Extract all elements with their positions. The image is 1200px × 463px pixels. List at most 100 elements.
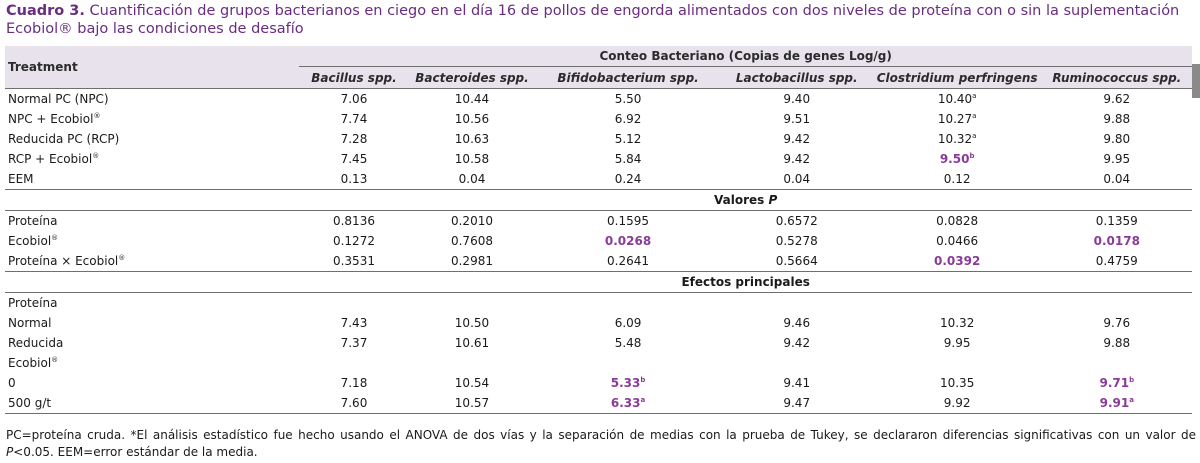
- cell-value: 9.95: [943, 336, 971, 350]
- section-label-italic: P: [768, 193, 778, 207]
- table-cell: 5.12: [535, 129, 720, 149]
- row-label: Proteína: [5, 211, 299, 232]
- table-cell: 0.6572: [721, 211, 873, 232]
- cell-value: 9.42: [783, 152, 811, 166]
- table-cell: [873, 293, 1042, 314]
- section-label: Efectos principales: [681, 275, 810, 289]
- cell-value: 9.92: [943, 396, 971, 410]
- column-header: Lactobacillus spp.: [720, 66, 873, 89]
- row-label-text: RCP + Ecobiol: [8, 152, 93, 166]
- table-cell: [873, 353, 1042, 373]
- table-cell: 9.80: [1042, 129, 1192, 149]
- table-cell: 0.0828: [873, 211, 1042, 232]
- cell-value: 0.1272: [332, 234, 375, 248]
- cell-value: 0.0828: [936, 214, 979, 228]
- table-cell: 7.06: [299, 89, 408, 110]
- bacterial-count-table: Treatment Conteo Bacteriano (Copias de g…: [5, 46, 1192, 414]
- table-cell: [409, 293, 536, 314]
- table-footnote: PC=proteína cruda. *El análisis estadíst…: [6, 427, 1196, 461]
- table-cell: 0.0466: [873, 231, 1042, 251]
- row-label-text: NPC + Ecobiol: [8, 112, 94, 126]
- table-cell: 9.76: [1042, 313, 1192, 333]
- row-label: RCP + Ecobiol®: [5, 149, 299, 169]
- table-cell: 7.74: [299, 109, 408, 129]
- table-cell: 0.8136: [299, 211, 408, 232]
- row-label-text: Normal: [8, 316, 52, 330]
- table-row: Proteína × Ecobiol® 0.3531 0.2981 0.2641 0.5…: [5, 251, 1192, 272]
- table-cell: 6.09: [535, 313, 720, 333]
- cell-value: 0.04: [783, 172, 811, 186]
- row-label-text: Reducida PC (RCP): [8, 132, 120, 146]
- cell-value: 9.46: [783, 316, 811, 330]
- cell-value: 0.04: [1103, 172, 1131, 186]
- table-cell: 10.27a: [873, 109, 1042, 129]
- table-cell: 0.13: [299, 169, 409, 190]
- table-cell: 7.28: [299, 129, 408, 149]
- row-label-text: Proteína: [8, 214, 58, 228]
- caption-text: Cuantificación de grupos bacterianos en …: [6, 3, 1180, 37]
- registered-mark: ®: [118, 254, 126, 262]
- cell-value: 6.33: [610, 396, 641, 410]
- table-row: RCP + Ecobiol® 7.45 10.58 5.84 9.42 9.50b 9.95: [5, 149, 1192, 169]
- cell-value: 10.63: [454, 132, 490, 146]
- table-cell: 9.42: [721, 333, 873, 353]
- section-spacer: [5, 271, 300, 293]
- cell-value: 0.6572: [775, 214, 818, 228]
- cell-value: 0.1359: [1095, 214, 1138, 228]
- table-cell: [299, 353, 408, 373]
- cell-value: 0.2641: [607, 254, 650, 268]
- table-cell: [535, 293, 720, 314]
- cell-value: 5.50: [614, 92, 642, 106]
- table-cell: 9.47: [720, 393, 873, 414]
- table-cell: 0.04: [1041, 169, 1192, 190]
- cell-value: 9.71: [1099, 376, 1130, 390]
- table-row: Normal PC (NPC) 7.06 10.44 5.50 9.40 10.40a 9.…: [5, 89, 1192, 110]
- table-cell: [1042, 353, 1192, 373]
- table-cell: 9.88: [1042, 333, 1192, 353]
- table-cell: 0.2641: [535, 251, 721, 272]
- table-cell: 10.35: [873, 373, 1042, 393]
- table-row: EEM 0.13 0.04 0.24 0.04 0.12 0.04: [5, 169, 1192, 190]
- page-side-tab: [1192, 64, 1200, 98]
- table-cell: [299, 293, 408, 314]
- table-cell: 0.4759: [1041, 251, 1192, 272]
- cell-value: 9.42: [783, 336, 811, 350]
- cell-value: 0.13: [340, 172, 368, 186]
- column-header: Ruminococcus spp.: [1041, 66, 1192, 89]
- cell-value: 9.91: [1099, 396, 1130, 410]
- row-label: Proteína × Ecobiol®: [5, 251, 300, 272]
- table-row: Ecobiol® 0.1272 0.7608 0.0268 0.5278 0.0466 0.…: [5, 231, 1192, 251]
- table-row: Reducida PC (RCP) 7.28 10.63 5.12 9.42 10.32a…: [5, 129, 1192, 149]
- cell-value: 0.24: [614, 172, 642, 186]
- registered-mark: ®: [51, 234, 59, 242]
- cell-value: 0.5664: [775, 254, 818, 268]
- bacterial-count-group-header: Conteo Bacteriano (Copias de genes Log/g…: [299, 46, 1192, 67]
- cell-value: 10.61: [454, 336, 490, 350]
- cell-value: 5.84: [614, 152, 642, 166]
- cell-value: 10.57: [454, 396, 490, 410]
- cell-value: 5.33: [610, 376, 641, 390]
- significance-letter: b: [640, 376, 646, 384]
- row-label: Reducida PC (RCP): [5, 129, 299, 149]
- row-label: 500 g/t: [5, 393, 300, 414]
- table-cell: 9.91a: [1041, 393, 1192, 414]
- cell-value: 0.5278: [775, 234, 818, 248]
- table-cell: 5.48: [535, 333, 720, 353]
- table-cell: 7.18: [299, 373, 408, 393]
- section-row: Efectos principales: [5, 271, 1192, 293]
- cell-value: 9.95: [1103, 152, 1131, 166]
- table-cell: 0.24: [535, 169, 721, 190]
- cell-value: 0.7608: [450, 234, 493, 248]
- row-label-text: 0: [8, 376, 16, 390]
- cell-value: 7.60: [340, 396, 368, 410]
- cell-value: 0.0466: [936, 234, 979, 248]
- cell-value: 0.12: [943, 172, 971, 186]
- cell-value: 6.09: [614, 316, 642, 330]
- table-cell: 10.50: [409, 313, 536, 333]
- table-cell: 7.45: [299, 149, 408, 169]
- section-title: Efectos principales: [299, 271, 1192, 293]
- table-cell: 10.44: [409, 89, 536, 110]
- table-cell: 0.0268: [535, 231, 720, 251]
- table-cell: 9.41: [721, 373, 873, 393]
- table-cell: 9.51: [721, 109, 873, 129]
